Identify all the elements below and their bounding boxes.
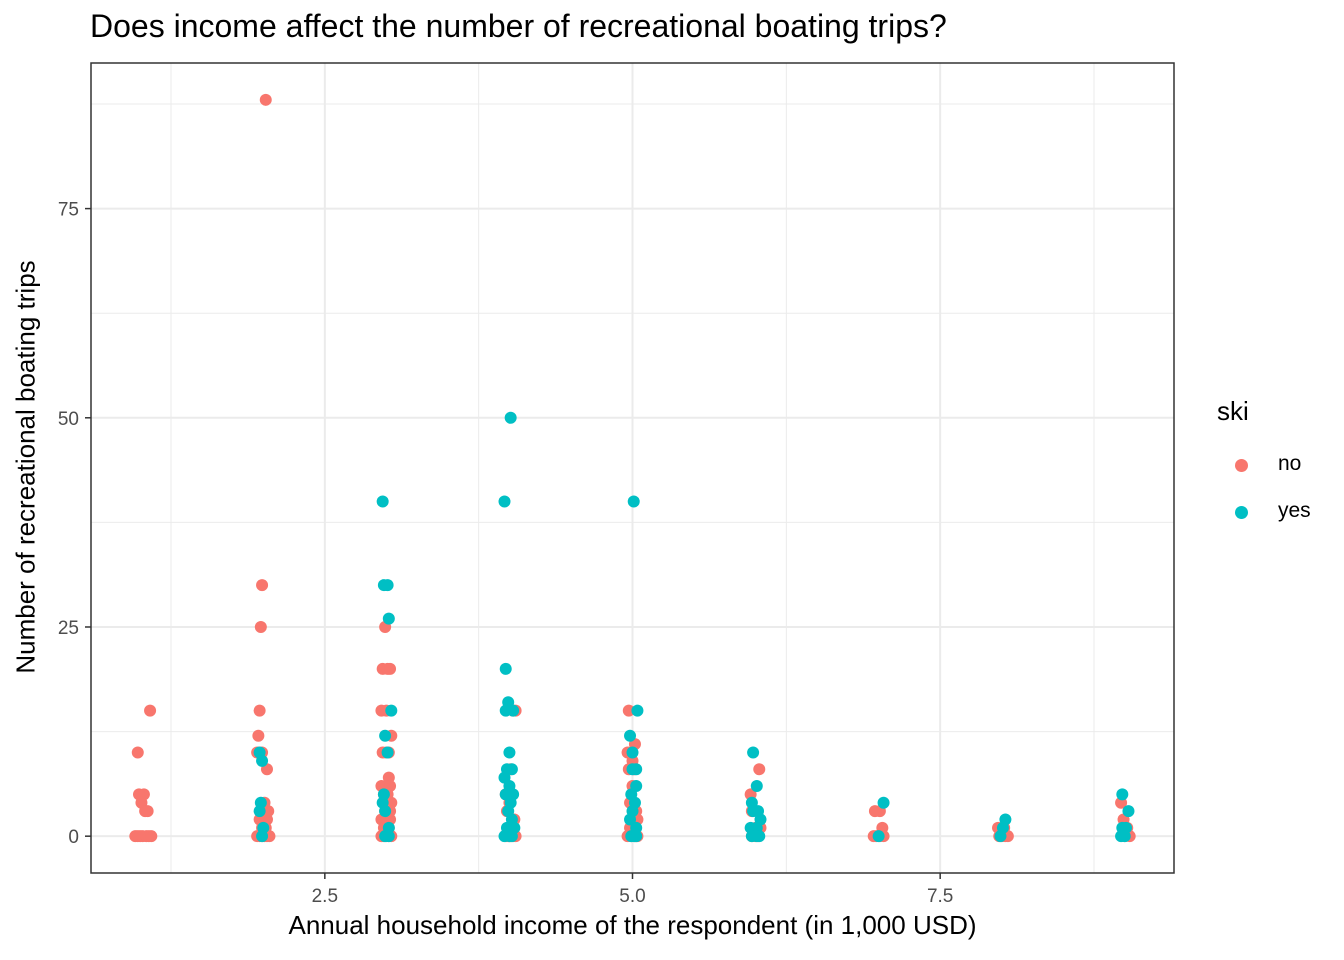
point-yes — [877, 796, 890, 809]
point-yes — [385, 704, 398, 717]
point-yes — [499, 662, 512, 675]
point-no — [144, 704, 157, 717]
legend-label-yes: yes — [1278, 499, 1311, 522]
point-yes — [382, 612, 395, 625]
point-yes — [626, 746, 639, 759]
point-yes — [507, 704, 520, 717]
y-tick-label: 75 — [58, 200, 79, 221]
y-axis-label: Number of recreational boating trips — [10, 260, 41, 674]
point-yes — [381, 579, 394, 592]
data-points — [129, 93, 1136, 843]
point-yes — [379, 805, 392, 818]
point-yes — [626, 763, 639, 776]
x-tick-label: 5.0 — [619, 886, 645, 907]
point-yes — [381, 746, 394, 759]
legend-item-yes: yes — [1210, 493, 1335, 533]
legend-title: ski — [1217, 396, 1249, 426]
chart-title: Does income affect the number of recreat… — [90, 8, 947, 44]
y-tick-label: 25 — [58, 618, 79, 639]
point-yes — [376, 495, 389, 508]
point-yes — [753, 830, 766, 843]
point-yes — [1118, 830, 1131, 843]
point-yes — [631, 704, 644, 717]
point-no — [384, 662, 397, 675]
x-axis-label: Annual household income of the responden… — [288, 910, 977, 940]
x-tick-label: 7.5 — [927, 886, 953, 907]
point-yes — [872, 830, 885, 843]
point-yes — [505, 830, 518, 843]
point-yes — [1122, 805, 1135, 818]
legend-item-no: no — [1210, 446, 1335, 486]
point-yes — [627, 495, 640, 508]
point-yes — [1116, 788, 1129, 801]
point-yes — [253, 805, 266, 818]
point-yes — [747, 805, 760, 818]
axes: 2.5 5.0 7.5 0 25 50 75 — [58, 200, 954, 907]
point-yes — [750, 779, 763, 792]
point-no — [753, 763, 766, 776]
y-tick-label: 0 — [68, 827, 79, 848]
point-no — [256, 579, 269, 592]
point-no — [141, 805, 154, 818]
point-yes — [382, 830, 395, 843]
point-yes — [624, 813, 637, 826]
point-no — [254, 620, 267, 633]
point-yes — [747, 746, 760, 759]
point-yes — [498, 495, 511, 508]
series-yes — [253, 411, 1135, 843]
point-yes — [624, 729, 637, 742]
legend-key-no — [1235, 459, 1248, 472]
point-yes — [630, 830, 643, 843]
legend: ski no yes — [1210, 396, 1335, 536]
point-no — [622, 704, 635, 717]
point-no — [145, 830, 158, 843]
legend-key-yes — [1235, 506, 1248, 519]
x-tick-label: 2.5 — [312, 886, 338, 907]
point-yes — [503, 746, 516, 759]
point-yes — [256, 754, 269, 767]
y-tick-label: 50 — [58, 409, 79, 430]
point-no — [252, 729, 265, 742]
point-yes — [504, 411, 517, 424]
point-yes — [505, 763, 518, 776]
point-no — [253, 704, 266, 717]
point-no — [131, 746, 144, 759]
point-yes — [256, 830, 269, 843]
point-no — [259, 93, 272, 106]
point-yes — [994, 830, 1007, 843]
point-yes — [379, 729, 392, 742]
legend-label-no: no — [1278, 452, 1302, 475]
